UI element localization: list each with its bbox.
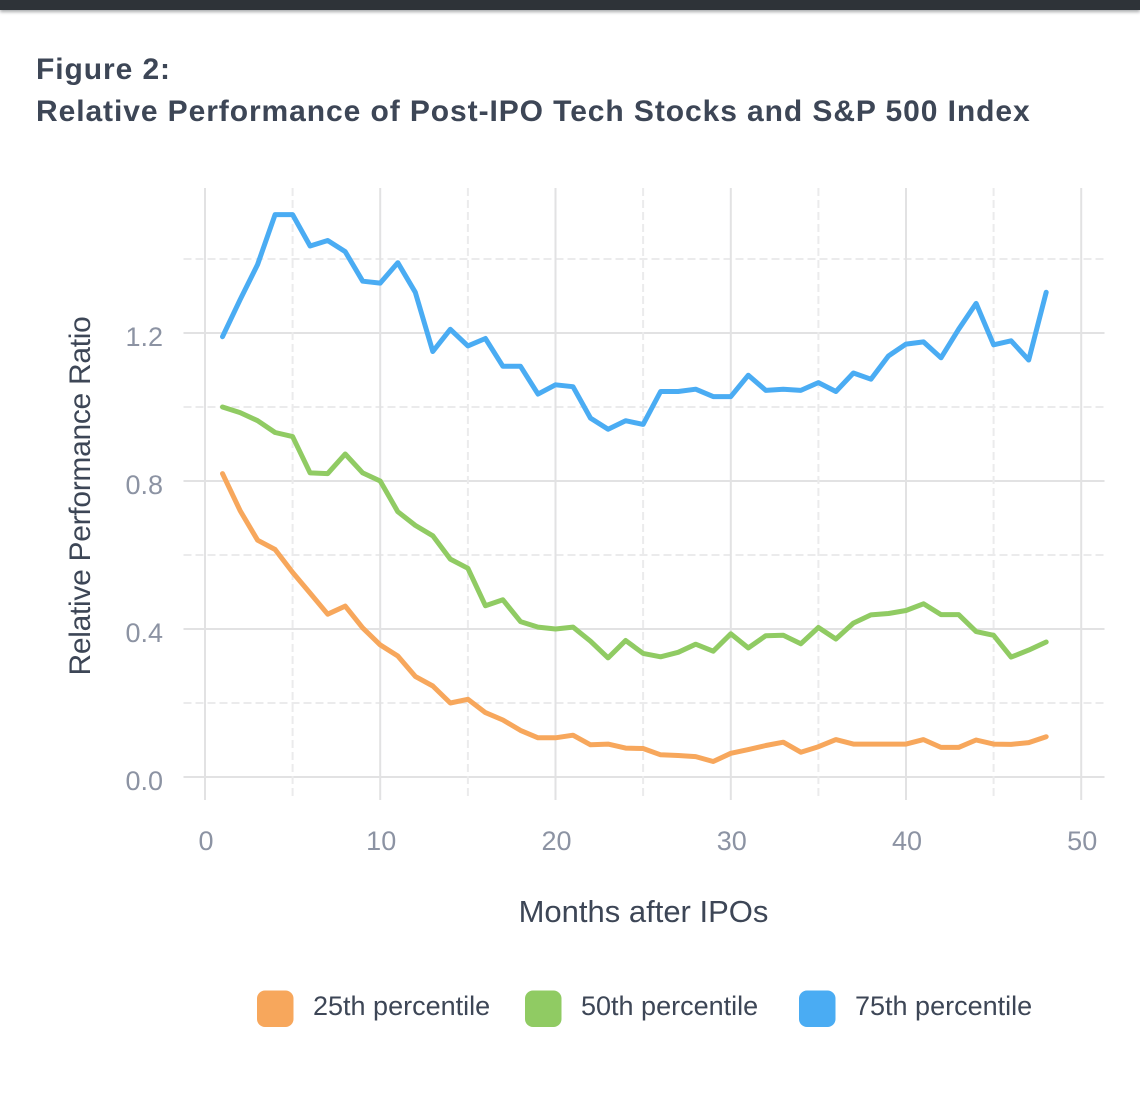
- svg-text:10: 10: [366, 826, 396, 856]
- svg-text:40: 40: [892, 826, 922, 856]
- svg-text:0.0: 0.0: [125, 766, 163, 796]
- svg-text:0: 0: [198, 826, 213, 856]
- svg-text:25th percentile: 25th percentile: [313, 991, 490, 1021]
- svg-text:Relative Performance Ratio: Relative Performance Ratio: [64, 316, 97, 675]
- svg-text:0.4: 0.4: [125, 618, 163, 648]
- svg-text:50th percentile: 50th percentile: [581, 991, 758, 1021]
- svg-text:75th percentile: 75th percentile: [855, 991, 1032, 1021]
- svg-text:30: 30: [717, 826, 747, 856]
- svg-text:50: 50: [1067, 826, 1097, 856]
- svg-text:Months after IPOs: Months after IPOs: [519, 894, 769, 929]
- svg-text:0.8: 0.8: [125, 470, 163, 500]
- svg-text:1.2: 1.2: [125, 322, 163, 352]
- svg-text:20: 20: [541, 826, 571, 856]
